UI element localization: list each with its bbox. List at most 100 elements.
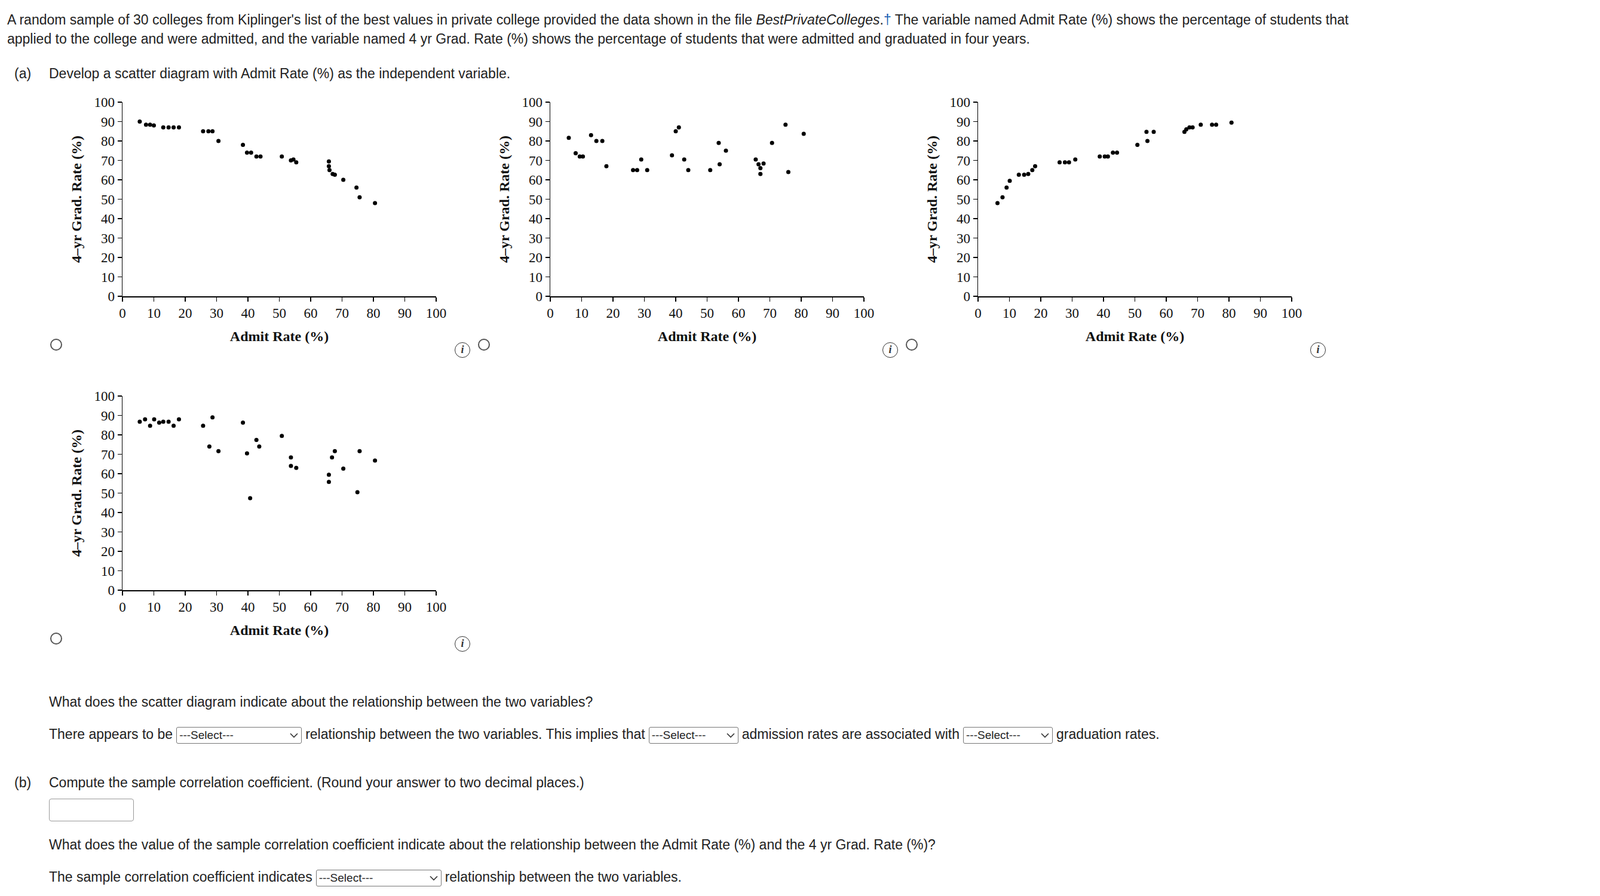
svg-text:90: 90 [1253, 305, 1268, 321]
svg-text:40: 40 [241, 305, 256, 321]
svg-text:90: 90 [825, 305, 840, 321]
svg-text:30: 30 [209, 599, 224, 615]
svg-text:0: 0 [546, 305, 554, 321]
svg-text:0: 0 [118, 599, 127, 615]
svg-text:90: 90 [100, 408, 115, 424]
svg-text:10: 10 [574, 305, 589, 321]
svg-text:40: 40 [956, 211, 971, 227]
svg-text:100: 100 [853, 305, 875, 321]
svg-text:80: 80 [956, 133, 971, 149]
svg-text:30: 30 [1065, 305, 1080, 321]
svg-text:100: 100 [949, 94, 971, 110]
svg-text:20: 20 [178, 599, 193, 615]
svg-text:60: 60 [528, 172, 543, 188]
svg-text:70: 70 [762, 305, 777, 321]
svg-text:80: 80 [528, 133, 543, 149]
svg-text:0: 0 [963, 289, 971, 305]
svg-text:80: 80 [1222, 305, 1237, 321]
svg-text:20: 20 [178, 305, 193, 321]
svg-text:80: 80 [366, 599, 381, 615]
svg-text:90: 90 [528, 114, 543, 130]
svg-text:70: 70 [100, 447, 115, 463]
svg-text:10: 10 [100, 564, 115, 579]
svg-text:100: 100 [521, 94, 543, 110]
svg-text:70: 70 [100, 153, 115, 169]
svg-text:40: 40 [528, 211, 543, 227]
svg-text:20: 20 [606, 305, 621, 321]
svg-text:20: 20 [956, 250, 971, 266]
svg-text:40: 40 [669, 305, 683, 321]
svg-text:40: 40 [241, 599, 256, 615]
svg-text:90: 90 [397, 305, 412, 321]
svg-text:0: 0 [107, 583, 115, 599]
svg-text:10: 10 [1002, 305, 1017, 321]
svg-text:60: 60 [304, 305, 318, 321]
svg-text:30: 30 [100, 231, 115, 247]
svg-text:70: 70 [528, 153, 543, 169]
svg-text:70: 70 [335, 599, 349, 615]
svg-text:Admit Rate (%): Admit Rate (%) [1085, 328, 1185, 345]
html-text:Develop a scatter diagram with: Develop a scatter diagram with Admit Rat… [48, 65, 511, 82]
svg-text:80: 80 [100, 133, 115, 149]
svg-text:30: 30 [637, 305, 652, 321]
svg-text:20: 20 [1034, 305, 1048, 321]
svg-text:100: 100 [425, 305, 447, 321]
svg-text:4–yr Grad. Rate (%): 4–yr Grad. Rate (%) [68, 429, 85, 557]
svg-text:0: 0 [118, 305, 127, 321]
svg-text:50: 50 [956, 192, 971, 208]
svg-text:60: 60 [1159, 305, 1174, 321]
svg-text:4–yr Grad. Rate (%): 4–yr Grad. Rate (%) [496, 135, 513, 263]
svg-text:0: 0 [974, 305, 982, 321]
svg-text:50: 50 [272, 305, 287, 321]
svg-text:20: 20 [100, 544, 115, 560]
html-text:A random sample of 30 colleges: A random sample of 30 colleges from Kipl… [7, 11, 1349, 28]
svg-text:80: 80 [794, 305, 809, 321]
svg-text:4–yr Grad. Rate (%): 4–yr Grad. Rate (%) [924, 135, 940, 263]
svg-text:40: 40 [100, 211, 115, 227]
svg-text:Admit Rate (%): Admit Rate (%) [230, 622, 329, 639]
svg-text:100: 100 [1281, 305, 1303, 321]
svg-text:0: 0 [535, 289, 543, 305]
svg-text:60: 60 [304, 599, 318, 615]
svg-text:60: 60 [100, 172, 115, 188]
svg-text:Admit Rate (%): Admit Rate (%) [230, 328, 329, 345]
svg-text:4–yr Grad. Rate (%): 4–yr Grad. Rate (%) [68, 135, 85, 263]
html-text:There appears to be: There appears to be [48, 726, 173, 743]
svg-text:10: 10 [146, 599, 161, 615]
svg-text:20: 20 [528, 250, 543, 266]
svg-text:20: 20 [100, 250, 115, 266]
svg-text:50: 50 [100, 192, 115, 208]
svg-text:100: 100 [93, 388, 115, 404]
svg-text:30: 30 [100, 525, 115, 541]
svg-text:70: 70 [335, 305, 349, 321]
svg-text:30: 30 [956, 231, 971, 247]
svg-text:70: 70 [1190, 305, 1205, 321]
svg-text:90: 90 [956, 114, 971, 130]
svg-text:70: 70 [956, 153, 971, 169]
svg-text:30: 30 [209, 305, 224, 321]
svg-text:100: 100 [425, 599, 447, 615]
svg-text:10: 10 [100, 270, 115, 285]
svg-text:90: 90 [100, 114, 115, 130]
svg-text:60: 60 [100, 466, 115, 482]
svg-text:10: 10 [146, 305, 161, 321]
svg-text:50: 50 [272, 599, 287, 615]
svg-text:0: 0 [107, 289, 115, 305]
svg-text:50: 50 [528, 192, 543, 208]
svg-text:90: 90 [397, 599, 412, 615]
svg-text:30: 30 [528, 231, 543, 247]
svg-text:Admit Rate (%): Admit Rate (%) [657, 328, 757, 345]
svg-text:60: 60 [731, 305, 746, 321]
svg-text:10: 10 [956, 270, 971, 285]
html-text:(a): (a) [14, 65, 32, 82]
svg-text:50: 50 [1128, 305, 1142, 321]
svg-text:50: 50 [100, 486, 115, 502]
svg-text:40: 40 [100, 505, 115, 521]
svg-text:40: 40 [1096, 305, 1111, 321]
svg-text:10: 10 [528, 270, 543, 285]
svg-text:60: 60 [956, 172, 971, 188]
svg-text:80: 80 [366, 305, 381, 321]
svg-text:80: 80 [100, 427, 115, 443]
svg-text:100: 100 [93, 94, 115, 110]
svg-text:50: 50 [700, 305, 714, 321]
